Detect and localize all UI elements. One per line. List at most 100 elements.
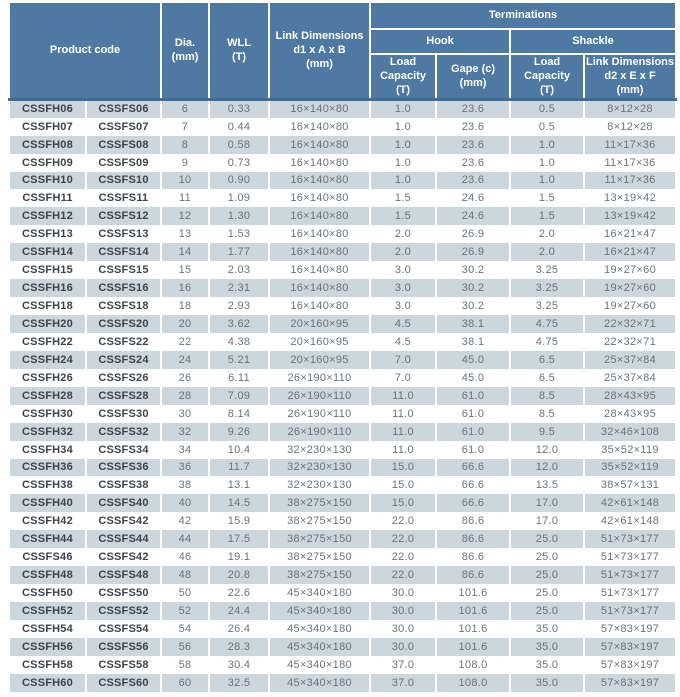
cell-product-code-shackle: CSSFS10 — [84, 171, 163, 190]
cell-hook-load-capacity-t: 11.0 — [369, 422, 438, 441]
cell-hook-load-capacity-t: 30.0 — [369, 602, 438, 620]
cell-link-dimensions-d1: 16×140×80 — [268, 153, 372, 172]
cell-product-code-shackle: CSSFS09 — [84, 153, 163, 172]
cell-dia-mm: 42 — [160, 512, 211, 531]
cell-link-dimensions-d2: 51×73×177 — [583, 548, 678, 567]
cell-product-code-hook: CSSFH54 — [8, 619, 87, 638]
cell-wll-t: 22.6 — [208, 584, 271, 602]
cell-product-code-shackle: CSSFS16 — [84, 279, 163, 298]
cell-hook-gape-mm: 101.6 — [435, 619, 512, 638]
cell-hook-gape-mm: 23.6 — [435, 135, 512, 154]
table-row: CSSFH26 CSSFS26 26 6.11 26×190×110 7.0 45.0 6.5… — [8, 368, 678, 387]
cell-hook-gape-mm: 23.6 — [435, 171, 512, 190]
cell-hook-gape-mm: 86.6 — [435, 512, 512, 531]
cell-hook-gape-mm: 45.0 — [435, 350, 512, 369]
cell-link-dimensions-d1: 20×160×95 — [268, 315, 372, 333]
cell-hook-gape-mm: 66.6 — [435, 458, 512, 477]
cell-link-dimensions-d2: 11×17×36 — [583, 135, 678, 154]
cell-shackle-load-capacity-t: 2.0 — [509, 243, 586, 262]
cell-shackle-load-capacity-t: 35.0 — [509, 619, 586, 638]
cell-product-code-shackle: CSSFS11 — [84, 189, 163, 208]
cell-link-dimensions-d1: 45×340×180 — [268, 619, 372, 638]
cell-dia-mm: 8 — [160, 135, 211, 154]
cell-link-dimensions-d2: 57×83×197 — [583, 619, 678, 638]
table-row: CSSFH15 CSSFS15 15 2.03 16×140×80 3.0 30.2 3.25… — [8, 261, 678, 280]
cell-dia-mm: 18 — [160, 297, 211, 315]
cell-product-code-hook: CSSFH14 — [8, 243, 87, 262]
cell-product-code-shackle: CSSFS20 — [84, 315, 163, 333]
table-row: CSSFH30 CSSFS30 30 8.14 26×190×110 11.0 61.0 8.… — [8, 404, 678, 423]
header-hook-gape: Gape (c) (mm) — [435, 53, 512, 102]
cell-link-dimensions-d1: 16×140×80 — [268, 135, 372, 154]
cell-link-dimensions-d2: 57×83×197 — [583, 637, 678, 656]
cell-product-code-hook: CSSFH18 — [8, 297, 87, 315]
table-body: CSSFH06 CSSFS06 6 0.33 16×140×80 1.0 23.6 0.5 8×… — [8, 99, 678, 692]
table-row: CSSFH28 CSSFS28 28 7.09 26×190×110 11.0 61.0 8.… — [8, 386, 678, 405]
cell-dia-mm: 58 — [160, 655, 211, 674]
cell-wll-t: 28.3 — [208, 637, 271, 656]
cell-link-dimensions-d1: 16×140×80 — [268, 243, 372, 262]
cell-dia-mm: 44 — [160, 530, 211, 549]
cell-hook-gape-mm: 26.9 — [435, 225, 512, 244]
table-row: CSSFH54 CSSFS54 54 26.4 45×340×180 30.0 101.6 3… — [8, 619, 678, 638]
table-row: CSSFH50 CSSFS50 50 22.6 45×340×180 30.0 101.6 2… — [8, 584, 678, 602]
cell-hook-gape-mm: 38.1 — [435, 315, 512, 333]
cell-shackle-load-capacity-t: 0.5 — [509, 99, 586, 118]
cell-product-code-hook: CSSFH40 — [8, 494, 87, 513]
cell-product-code-shackle: CSSFS48 — [84, 566, 163, 585]
cell-wll-t: 0.33 — [208, 99, 271, 118]
table-row: CSSFH10 CSSFS10 10 0.90 16×140×80 1.0 23.6 1.0 1… — [8, 171, 678, 190]
cell-product-code-hook: CSSFH15 — [8, 261, 87, 280]
cell-hook-load-capacity-t: 3.0 — [369, 279, 438, 298]
cell-shackle-load-capacity-t: 17.0 — [509, 512, 586, 531]
cell-hook-load-capacity-t: 4.5 — [369, 315, 438, 333]
cell-hook-load-capacity-t: 22.0 — [369, 530, 438, 549]
cell-product-code-hook: CSSFH32 — [8, 422, 87, 441]
cell-hook-load-capacity-t: 11.0 — [369, 386, 438, 405]
cell-link-dimensions-d2: 51×73×177 — [583, 566, 678, 585]
cell-dia-mm: 13 — [160, 225, 211, 244]
cell-product-code-hook: CSSFH60 — [8, 673, 87, 692]
cell-product-code-hook: CSSFH30 — [8, 404, 87, 423]
cell-wll-t: 1.53 — [208, 225, 271, 244]
table-row: CSSFH20 CSSFS20 20 3.62 20×160×95 4.5 38.1 4.75… — [8, 315, 678, 333]
cell-product-code-hook: CSSFH16 — [8, 279, 87, 298]
cell-hook-gape-mm: 23.6 — [435, 99, 512, 118]
cell-product-code-shackle: CSSFS26 — [84, 368, 163, 387]
cell-product-code-shackle: CSSFS58 — [84, 655, 163, 674]
cell-hook-gape-mm: 30.2 — [435, 261, 512, 280]
cell-link-dimensions-d2: 11×17×36 — [583, 171, 678, 190]
cell-product-code-shackle: CSSFS44 — [84, 530, 163, 549]
cell-link-dimensions-d2: 51×73×177 — [583, 584, 678, 602]
cell-product-code-hook: CSSFH22 — [8, 332, 87, 351]
cell-hook-gape-mm: 66.6 — [435, 494, 512, 513]
cell-product-code-shackle: CSSFS34 — [84, 440, 163, 459]
cell-wll-t: 15.9 — [208, 512, 271, 531]
cell-shackle-load-capacity-t: 25.0 — [509, 566, 586, 585]
cell-product-code-hook: CSSFH20 — [8, 315, 87, 333]
cell-product-code-shackle: CSSFS40 — [84, 494, 163, 513]
cell-shackle-load-capacity-t: 6.5 — [509, 368, 586, 387]
cell-hook-load-capacity-t: 22.0 — [369, 548, 438, 567]
cell-link-dimensions-d2: 42×61×148 — [583, 512, 678, 531]
cell-shackle-load-capacity-t: 9.5 — [509, 422, 586, 441]
table-row: CSSFH52 CSSFS52 52 24.4 45×340×180 30.0 101.6 2… — [8, 602, 678, 620]
cell-link-dimensions-d2: 57×83×197 — [583, 655, 678, 674]
table-row: CSSFH14 CSSFS14 14 1.77 16×140×80 2.0 26.9 2.0 1… — [8, 243, 678, 262]
cell-hook-load-capacity-t: 2.0 — [369, 225, 438, 244]
cell-link-dimensions-d2: 35×52×119 — [583, 458, 678, 477]
cell-product-code-hook: CSSFH36 — [8, 458, 87, 477]
header-terminations: Terminations — [369, 1, 678, 30]
cell-hook-load-capacity-t: 4.5 — [369, 332, 438, 351]
cell-shackle-load-capacity-t: 12.0 — [509, 440, 586, 459]
cell-product-code-hook: CSSFH28 — [8, 386, 87, 405]
cell-wll-t: 0.90 — [208, 171, 271, 190]
cell-link-dimensions-d1: 16×140×80 — [268, 297, 372, 315]
header-shackle: Shackle — [509, 28, 678, 55]
cell-link-dimensions-d1: 26×190×110 — [268, 386, 372, 405]
table-row: CSSFH07 CSSFS07 7 0.44 16×140×80 1.0 23.6 0.5 8×… — [8, 117, 678, 136]
cell-dia-mm: 6 — [160, 99, 211, 118]
cell-shackle-load-capacity-t: 0.5 — [509, 117, 586, 136]
cell-product-code-shackle: CSSFS52 — [84, 602, 163, 620]
cell-wll-t: 4.38 — [208, 332, 271, 351]
